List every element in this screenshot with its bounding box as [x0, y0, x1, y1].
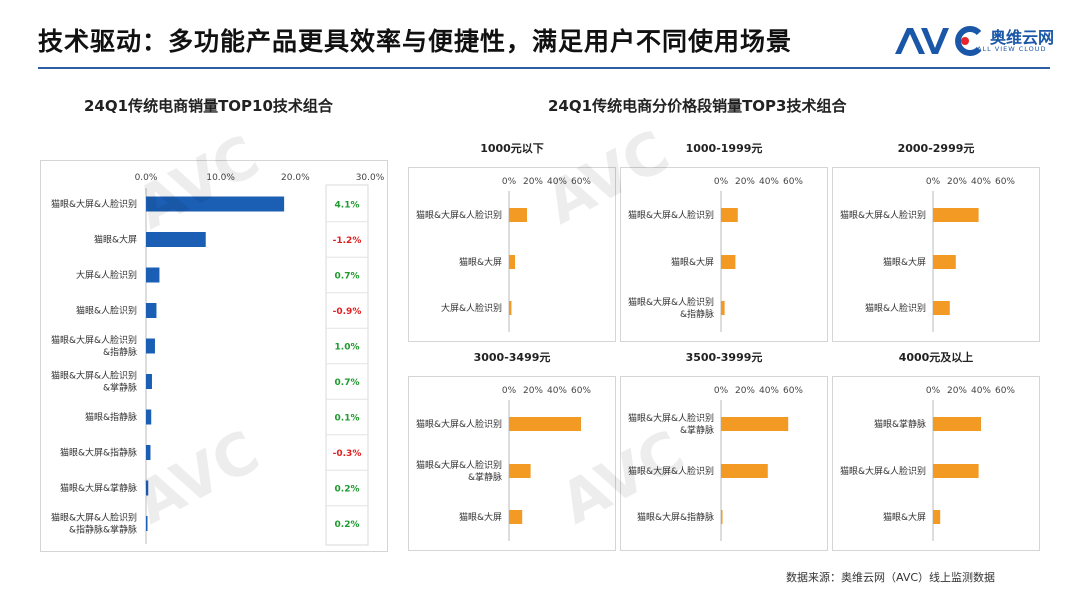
price-panel-2 — [620, 167, 828, 342]
bar — [146, 445, 151, 460]
category-label: 猫眼&大屏&人脸识别 — [51, 198, 137, 210]
category-label: &掌静脉 — [103, 382, 137, 394]
panel-title: 4000元及以上 — [899, 350, 974, 364]
panel-title: 3000-3499元 — [474, 351, 551, 364]
yoy-change-value: 0.1% — [335, 414, 360, 424]
left-chart-title: 24Q1传统电商销量TOP10技术组合 — [84, 97, 333, 115]
data-source-note: 数据来源：奥维云网（AVC）线上监测数据 — [786, 571, 996, 584]
category-label: 猫眼&指静脉 — [85, 411, 137, 423]
category-label: 猫眼&大屏&人脸识别 — [51, 334, 137, 346]
yoy-change-value: 0.2% — [335, 485, 360, 495]
yoy-change-value: 0.7% — [335, 272, 360, 282]
category-label: 猫眼&大屏&指静脉 — [60, 447, 137, 459]
category-label: 大屏&人脸识别 — [76, 269, 137, 281]
category-label: &指静脉&掌静脉 — [69, 524, 137, 536]
price-panel-3 — [832, 167, 1040, 342]
top10-chart-panel: 0.0% 10.0% 20.0% 30.0% 猫眼&大屏&人脸识别 4.1% 猫眼&大屏 -1… — [40, 160, 388, 552]
yoy-change-value: 4.1% — [335, 201, 360, 211]
header-rule — [38, 67, 1050, 69]
avc-logo — [895, 26, 982, 56]
page-title: 技术驱动：多功能产品更具效率与便捷性，满足用户不同使用场景 — [38, 27, 793, 56]
bar — [146, 232, 206, 247]
bar — [146, 374, 152, 389]
yoy-change-value: 1.0% — [335, 343, 360, 353]
bar — [146, 516, 148, 531]
price-panel-5 — [620, 376, 828, 551]
bar — [146, 480, 149, 496]
bar — [146, 303, 157, 318]
panel-title: 2000-2999元 — [898, 142, 975, 155]
yoy-change-value: -0.3% — [333, 449, 362, 459]
price-panel-6 — [832, 376, 1040, 551]
bar — [146, 267, 160, 283]
right-chart-title: 24Q1传统电商分价格段销量TOP3技术组合 — [548, 97, 847, 115]
panel-title: 3500-3999元 — [686, 351, 763, 364]
yoy-change-value: 0.2% — [335, 520, 360, 530]
yoy-change-value: -1.2% — [333, 236, 362, 246]
category-label: 猫眼&人脸识别 — [76, 305, 137, 317]
panel-title: 1000-1999元 — [686, 142, 763, 155]
avc-logo-mark — [895, 26, 982, 56]
panel-title: 1000元以下 — [480, 142, 544, 155]
category-label: 猫眼&大屏&人脸识别 — [51, 370, 137, 382]
x-tick-label: 30.0% — [356, 173, 385, 183]
category-label: 猫眼&大屏&掌静脉 — [60, 482, 137, 494]
x-tick-label: 10.0% — [206, 173, 235, 183]
price-panel-4 — [408, 376, 616, 551]
logo-subtext: ALL VIEW CLOUD — [977, 45, 1047, 53]
yoy-change-box — [325, 184, 369, 546]
x-tick-label: 20.0% — [281, 173, 310, 183]
bar — [146, 409, 152, 425]
price-panel-1 — [408, 167, 616, 342]
bar — [146, 338, 155, 354]
bar — [146, 196, 285, 212]
category-label: 猫眼&大屏 — [94, 234, 137, 246]
yoy-change-value: -0.9% — [333, 307, 362, 317]
logo-text: 奥维云网 — [990, 28, 1055, 47]
top10-bar-chart: 0.0% 10.0% 20.0% 30.0% 猫眼&大屏&人脸识别 4.1% 猫眼&大屏 -1… — [51, 173, 385, 546]
yoy-change-value: 0.7% — [335, 378, 360, 388]
x-tick-label: 0.0% — [135, 173, 158, 183]
category-label: &指静脉 — [103, 346, 137, 358]
category-label: 猫眼&大屏&人脸识别 — [51, 512, 137, 524]
